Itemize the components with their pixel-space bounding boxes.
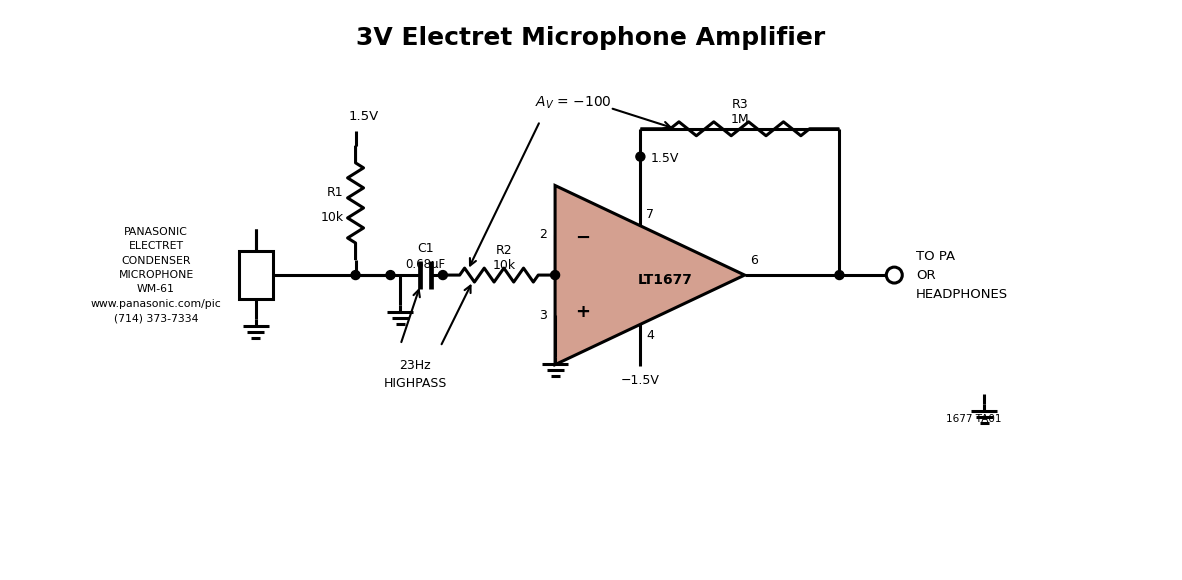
Text: R2: R2 [495,244,512,257]
Text: 10k: 10k [493,259,515,272]
Text: 7: 7 [647,208,655,221]
Text: $A_V$ = −100: $A_V$ = −100 [535,95,612,111]
Text: 1.5V: 1.5V [650,152,678,165]
Text: TO PA
OR
HEADPHONES: TO PA OR HEADPHONES [916,249,1008,300]
Text: 4: 4 [647,329,655,342]
Text: 0.68μF: 0.68μF [405,258,446,271]
Circle shape [387,271,395,280]
Text: 1M: 1M [730,113,749,126]
Circle shape [351,271,361,280]
Text: 23Hz
HIGHPASS: 23Hz HIGHPASS [384,359,447,390]
Circle shape [439,271,447,280]
Text: LT1677: LT1677 [637,273,693,287]
Circle shape [636,152,645,161]
Text: R1: R1 [327,186,344,200]
Polygon shape [556,186,745,365]
Text: −: − [574,229,590,246]
Text: C1: C1 [417,242,434,255]
Text: +: + [574,303,590,321]
Circle shape [551,271,559,280]
Text: 3: 3 [539,309,547,322]
Circle shape [834,271,844,280]
Text: R3: R3 [732,98,748,111]
Circle shape [886,267,902,283]
Text: 2: 2 [539,229,547,241]
Text: 1677 TA01: 1677 TA01 [946,414,1001,425]
Text: 3V Electret Microphone Amplifier: 3V Electret Microphone Amplifier [357,26,825,50]
Text: 1.5V: 1.5V [349,110,378,123]
Text: 10k: 10k [320,211,344,224]
Text: PANASONIC
ELECTRET
CONDENSER
MICROPHONE
WM-61
www.panasonic.com/pic
(714) 373-73: PANASONIC ELECTRET CONDENSER MICROPHONE … [91,227,221,323]
Text: −1.5V: −1.5V [621,374,660,387]
Text: 6: 6 [751,253,759,267]
Bar [239,251,273,299]
